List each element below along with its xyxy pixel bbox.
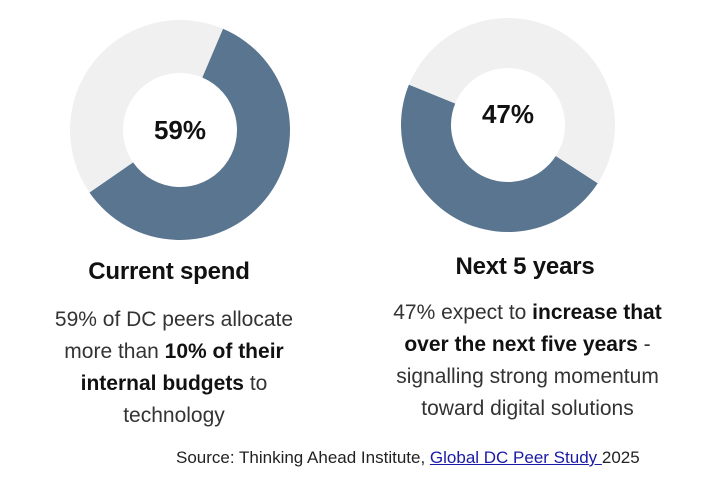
donut-center-label: 59% — [154, 115, 206, 145]
donut-center-label: 47% — [482, 99, 534, 129]
source-suffix: 2025 — [601, 448, 640, 467]
text: - — [637, 333, 651, 356]
source-link[interactable]: Global DC Peer Study — [429, 448, 602, 467]
text: 59% of DC peers allocate — [54, 308, 294, 331]
text: toward digital solutions — [421, 397, 634, 420]
donut-slice-value — [89, 28, 291, 241]
donut-slice-remainder — [70, 20, 223, 193]
donut-slice-value — [401, 84, 598, 232]
text: 47% expect to — [393, 301, 533, 324]
donut-chart-current-spend: 59% — [70, 20, 291, 241]
text: signalling strong momentum — [396, 365, 659, 388]
bold-text: 10% of their — [164, 340, 284, 363]
donut-chart-next-5-years: 47% — [401, 17, 615, 232]
description-current-spend: 59% of DC peers allocate more than 10% o… — [0, 304, 348, 432]
text: more than — [64, 340, 165, 363]
description-next-5-years: 47% expect to increase that over the nex… — [355, 297, 700, 425]
heading-next-5-years: Next 5 years — [455, 253, 595, 280]
text: technology — [123, 404, 225, 427]
source-prefix: Source: Thinking Ahead Institute, — [176, 448, 430, 467]
bold-text: over the next five years — [404, 333, 638, 356]
bold-text: internal budgets — [80, 372, 244, 395]
donut-slice-remainder — [408, 17, 615, 184]
text: to — [244, 372, 268, 395]
bold-text: increase that — [532, 301, 662, 324]
heading-current-spend: Current spend — [88, 258, 250, 285]
source-citation: Source: Thinking Ahead Institute, Global… — [176, 448, 640, 468]
